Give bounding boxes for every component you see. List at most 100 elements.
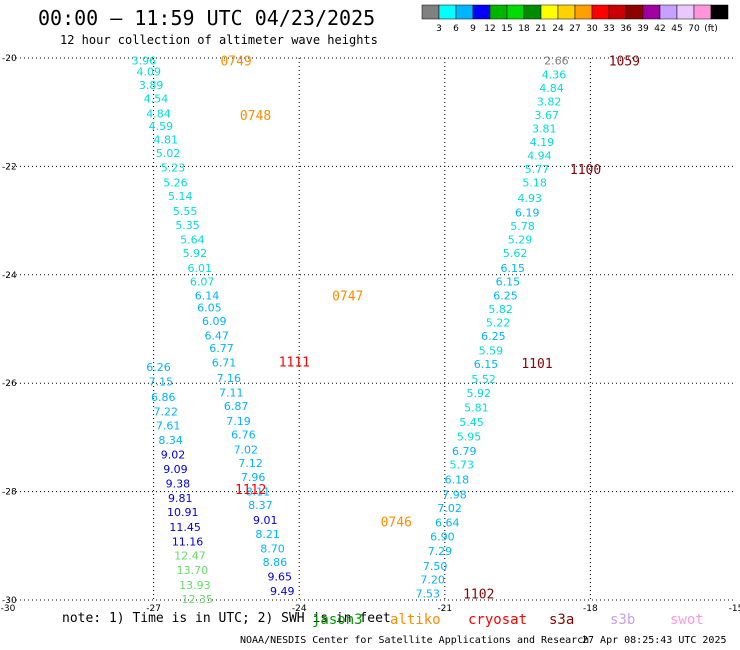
wave-height-label: 5.23: [161, 161, 186, 174]
wave-height-label: 9.09: [163, 463, 188, 476]
colorbar-swatch: [676, 4, 695, 20]
wave-height-label: 4.94: [527, 150, 552, 163]
colorbar-label: 36: [620, 24, 632, 34]
wave-height-label: 6.71: [212, 357, 237, 370]
x-tick-label: -30: [1, 604, 16, 614]
wave-height-label: 5.18: [522, 177, 547, 190]
wave-height-label: 6.77: [209, 342, 234, 355]
colorbar-swatch: [472, 4, 491, 20]
wave-height-label: 6.15: [474, 358, 499, 371]
sat-label-swot: swot: [670, 612, 704, 628]
colorbar-legend: 3 6 9 12 15 18 21 24 27 30 33 36 39 42 45 70 (ft): [421, 4, 729, 34]
wave-height-label: 5.73: [450, 459, 475, 472]
sat-label-s3a: s3a: [549, 612, 575, 628]
wave-height-label: 8.11: [246, 486, 271, 499]
wave-height-label: 4.09: [136, 66, 161, 79]
wave-height-label: 6.05: [197, 301, 222, 314]
wave-height-label: 7.02: [437, 502, 462, 515]
chart-title: 00:00 – 11:59 UTC 04/23/2025: [38, 6, 376, 30]
pass-time-label: 1102: [463, 587, 494, 602]
colorbar-swatch: [557, 4, 576, 20]
wave-height-label: 9.49: [270, 585, 295, 598]
colorbar-swatch: [523, 4, 542, 20]
wave-height-label: 12.35: [182, 593, 214, 606]
wave-height-label: 7.53: [416, 587, 441, 600]
pass-time-label: 0749: [220, 55, 251, 70]
wave-height-label: 9.02: [161, 449, 186, 462]
wave-height-label: 7.22: [153, 405, 178, 418]
wave-height-label: 3.89: [139, 79, 164, 92]
wave-height-label: 5.29: [508, 234, 533, 247]
pass-time-label: 1112: [235, 483, 266, 498]
wave-height-label: 8.34: [158, 434, 183, 447]
sat-label-altiko: altiko: [390, 612, 441, 628]
colorbar-swatch: [693, 4, 712, 20]
wave-height-label: 5.26: [163, 177, 188, 190]
wave-height-label: 5.02: [156, 147, 181, 160]
wave-height-label: 7.15: [149, 376, 174, 389]
x-tick-label: -15: [729, 604, 740, 614]
colorbar-label: 3: [436, 24, 442, 34]
wave-height-label: 3.81: [532, 122, 557, 135]
colorbar-swatch: [455, 4, 474, 20]
wave-height-label: 5.78: [510, 220, 535, 233]
colorbar-label: 27: [569, 24, 580, 34]
wave-height-label: 3.67: [534, 109, 559, 122]
wave-height-label: 7.16: [217, 372, 242, 385]
colorbar-label: 70: [688, 24, 700, 34]
wave-height-label: 6.25: [493, 289, 518, 302]
colorbar-label: (ft): [704, 24, 718, 34]
wave-height-label: 2.66: [544, 55, 569, 68]
y-tick-label: -28: [2, 488, 17, 498]
sat-label-s3b: s3b: [610, 612, 636, 628]
wave-height-label: 3.96: [132, 55, 157, 68]
wave-height-label: 4.36: [542, 68, 567, 81]
wave-height-label: 13.70: [177, 564, 209, 577]
wave-height-label: 5.55: [173, 205, 198, 218]
wave-height-label: 4.84: [146, 107, 171, 120]
wave-height-label: 9.38: [166, 477, 191, 490]
y-tick-label: -26: [2, 379, 17, 389]
wave-height-label: 9.81: [168, 492, 193, 505]
wave-height-label: 6.76: [231, 429, 256, 442]
colorbar-label: 21: [535, 24, 546, 34]
colorbar-swatch: [540, 4, 559, 20]
wave-height-label: 6.07: [190, 275, 215, 288]
pass-time-label: 1100: [570, 163, 601, 178]
wave-height-label: 4.84: [539, 82, 564, 95]
wave-height-label: 6.64: [435, 516, 460, 529]
colorbar-label: 30: [586, 24, 598, 34]
x-tick-label: -24: [292, 604, 307, 614]
pass-time-label: 0748: [240, 109, 271, 124]
colorbar-label: 9: [470, 24, 476, 34]
wave-height-label: 5.81: [464, 402, 489, 415]
wave-height-label: 7.98: [442, 488, 467, 501]
wave-height-label: 5.14: [168, 190, 193, 203]
wave-height-label: 7.61: [156, 419, 181, 432]
wave-height-label: 8.21: [255, 528, 280, 541]
chart-grid: [8, 57, 736, 601]
wave-height-label: 4.59: [149, 120, 174, 133]
colorbar-swatch: [625, 4, 644, 20]
chart-axes: -30 -27 -24 -21 -18 -15 -20 -22 -24 -26 -28 -30: [1, 54, 740, 614]
wave-height-label: 11.16: [172, 535, 204, 548]
wave-height-label: 3.82: [537, 95, 562, 108]
pass-time-label: 0746: [381, 515, 412, 530]
footer-note: note: 1) Time is in UTC; 2) SWH is in fe…: [62, 611, 391, 626]
wave-height-label: 5.22: [486, 316, 511, 329]
wave-height-label: 4.54: [144, 93, 169, 106]
wave-height-label: 6.14: [195, 289, 220, 302]
wave-height-label: 5.62: [503, 247, 528, 260]
colorbar-swatch: [574, 4, 593, 20]
wave-height-label: 7.20: [420, 573, 445, 586]
wave-height-label: 5.82: [488, 303, 513, 316]
wave-height-label: 10.91: [167, 506, 199, 519]
wave-height-label: 5.92: [183, 247, 208, 260]
wave-height-label: 7.29: [428, 545, 453, 558]
wave-height-label: 6.79: [452, 445, 477, 458]
wave-height-label: 4.93: [517, 192, 542, 205]
colorbar-label: 18: [518, 24, 530, 34]
wave-height-label: 7.50: [423, 560, 448, 573]
wave-height-label: 6.19: [515, 206, 540, 219]
